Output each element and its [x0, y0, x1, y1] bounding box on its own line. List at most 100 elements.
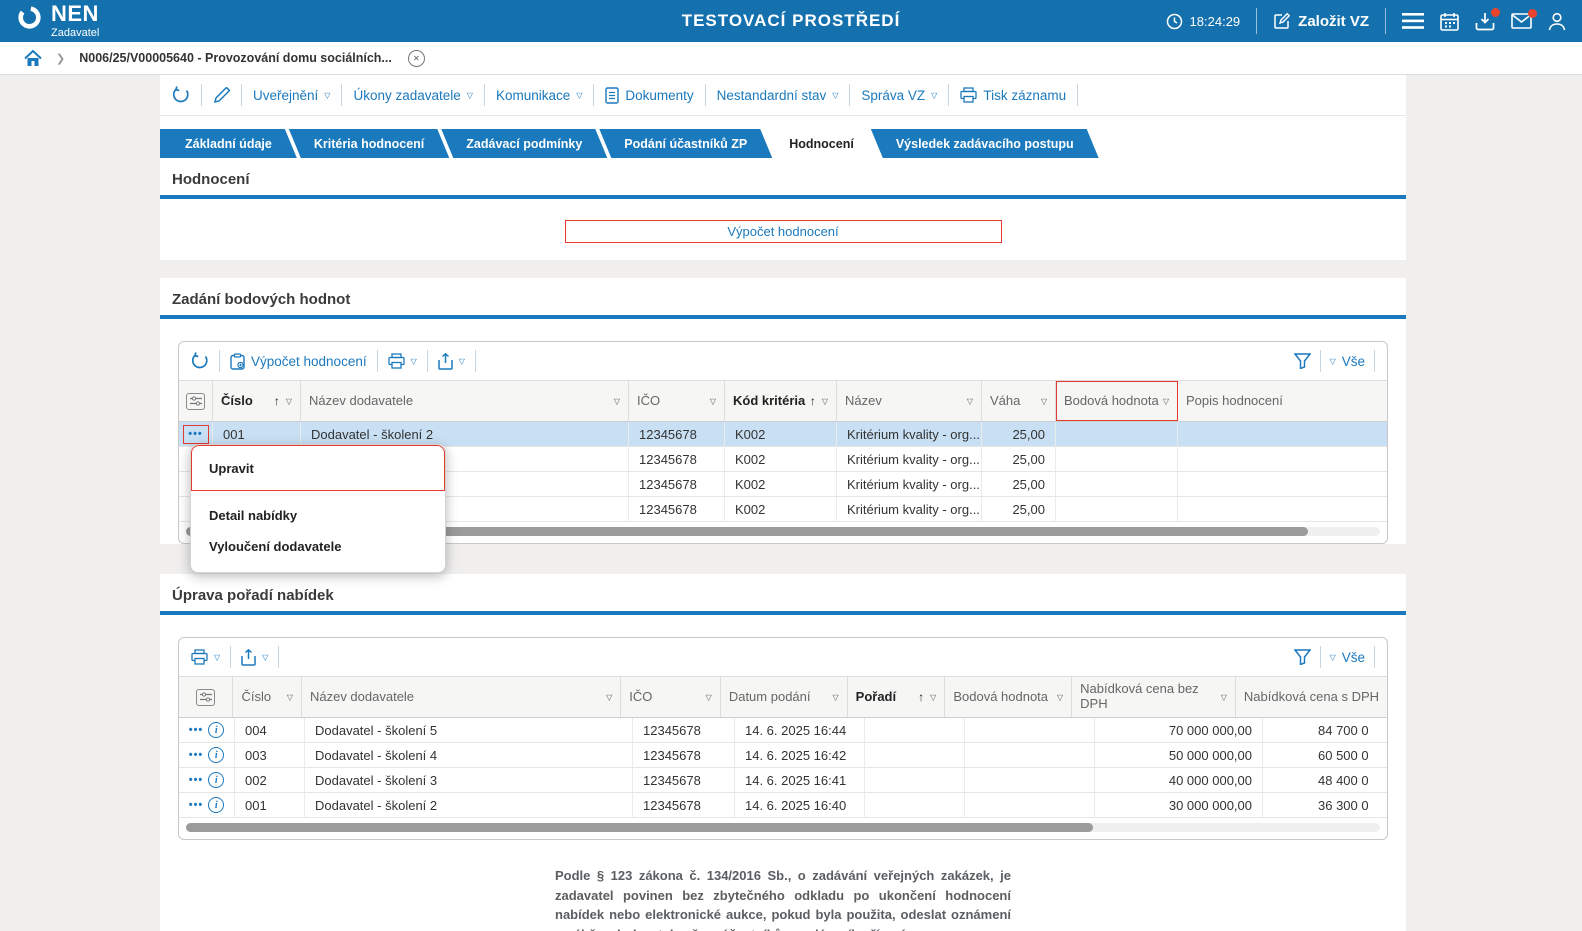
header-nazev[interactable]: Název▽: [837, 381, 982, 421]
toolbar-divider: [948, 84, 949, 106]
filter-icon[interactable]: [1294, 353, 1311, 369]
tab-zakladni-udaje[interactable]: Základní údaje: [160, 129, 297, 158]
section-gap: [160, 260, 1406, 278]
row-menu-icon[interactable]: •••: [189, 800, 204, 811]
header-ico[interactable]: IČO▽: [621, 677, 721, 717]
nen-logo-icon: [16, 4, 43, 31]
toolbar-divider: [1320, 646, 1321, 668]
menu-ukony-zadavatele[interactable]: Úkony zadavatele▽: [353, 88, 472, 103]
table-row[interactable]: •••i 003 Dodavatel - školení 4 12345678 …: [179, 743, 1387, 768]
export-table-button[interactable]: ▽: [438, 353, 465, 370]
chevron-down-icon: ▽: [287, 693, 293, 702]
header-cislo[interactable]: Číslo▽: [233, 677, 302, 717]
document-icon: [605, 87, 619, 104]
info-icon[interactable]: i: [208, 797, 224, 813]
header-nazev-dodavatele[interactable]: Název dodavatele▽: [301, 381, 629, 421]
section-title-zadani: Zadání bodových hodnot: [160, 278, 1406, 315]
scrollbar-thumb[interactable]: [186, 823, 1093, 832]
create-vz-button[interactable]: Založit VZ: [1273, 12, 1369, 30]
chevron-down-icon: ▽: [931, 91, 937, 100]
nen-logo[interactable]: NEN Zadavatel: [16, 4, 99, 39]
toolbar-divider: [278, 646, 279, 668]
print-table-button[interactable]: ▽: [388, 353, 417, 369]
menu-hamburger-icon[interactable]: [1402, 13, 1424, 29]
zadani-table-header: Číslo↑▽ Název dodavatele▽ IČO▽ Kód krité…: [179, 380, 1387, 422]
menu-sprava-vz[interactable]: Správa VZ▽: [861, 88, 937, 103]
header-kod-kriteria[interactable]: Kód kritéria↑▽: [725, 381, 837, 421]
toolbar-divider: [1374, 646, 1375, 668]
tab-podani-ucastniku[interactable]: Podání účastníků ZP: [599, 129, 772, 158]
header-cena-s-dph[interactable]: Nabídková cena s DPH: [1236, 677, 1387, 717]
panel-hodnoceni: Uveřejnění▽ Úkony zadavatele▽ Komunikace…: [160, 75, 1406, 260]
table-row[interactable]: •••i 004 Dodavatel - školení 5 12345678 …: [179, 718, 1387, 743]
home-icon[interactable]: [24, 50, 42, 67]
chevron-down-icon: ▽: [1330, 357, 1336, 366]
menu-nestandardni-stav[interactable]: Nestandardní stav▽: [717, 88, 839, 103]
context-menu-detail-nabidky[interactable]: Detail nabídky: [191, 500, 445, 531]
column-settings-button[interactable]: [179, 381, 213, 421]
row-menu-icon[interactable]: •••: [183, 425, 209, 444]
refresh-icon[interactable]: [191, 352, 209, 370]
header-cena-bez-dph[interactable]: Nabídková cena bez DPH▽: [1072, 677, 1236, 717]
view-filter-vse[interactable]: ▽Vše: [1330, 354, 1365, 369]
table-row[interactable]: •••i 002 Dodavatel - školení 3 12345678 …: [179, 768, 1387, 793]
history-back-icon[interactable]: [172, 86, 190, 104]
context-menu-upravit[interactable]: Upravit: [191, 445, 445, 491]
chevron-down-icon: ▽: [930, 693, 936, 702]
header-datum-podani[interactable]: Datum podání▽: [721, 677, 848, 717]
breadcrumb-item[interactable]: N006/25/V00005640 - Provozování domu soc…: [79, 51, 392, 65]
chevron-down-icon: ▽: [411, 357, 417, 366]
close-tab-icon[interactable]: ✕: [408, 50, 425, 67]
view-filter-vse[interactable]: ▽Vše: [1330, 650, 1365, 665]
menu-dokumenty[interactable]: Dokumenty: [605, 87, 693, 104]
print-table-button[interactable]: ▽: [191, 649, 220, 665]
horizontal-scrollbar[interactable]: [186, 823, 1380, 832]
row-menu-icon[interactable]: •••: [189, 775, 204, 786]
panel-uprava-poradi: Úprava pořadí nabídek ▽ ▽: [160, 574, 1406, 931]
downloads-icon[interactable]: [1475, 12, 1495, 31]
printer-icon: [960, 87, 977, 103]
toolbar-divider: [1077, 84, 1078, 106]
chevron-down-icon: ▽: [833, 693, 839, 702]
toolbar-divider: [475, 350, 476, 372]
sliders-icon: [186, 393, 205, 410]
menu-uverejneni[interactable]: Uveřejnění▽: [253, 88, 330, 103]
header-cislo[interactable]: Číslo↑▽: [213, 381, 301, 421]
menu-komunikace[interactable]: Komunikace▽: [496, 88, 582, 103]
vypocet-hodnoceni-link[interactable]: Výpočet hodnocení: [230, 353, 367, 370]
calendar-icon[interactable]: [1440, 12, 1459, 31]
edit-record-icon[interactable]: [213, 87, 230, 104]
header-nazev-dodavatele[interactable]: Název dodavatele▽: [302, 677, 621, 717]
header-divider: [1256, 8, 1257, 34]
export-table-button[interactable]: ▽: [241, 649, 268, 666]
info-icon[interactable]: i: [208, 772, 224, 788]
column-settings-button[interactable]: [179, 677, 233, 717]
header-vaha[interactable]: Váha▽: [982, 381, 1056, 421]
tab-zadavaci-podminky[interactable]: Zadávací podmínky: [441, 129, 607, 158]
info-icon[interactable]: i: [208, 722, 224, 738]
header-bodova-hodnota[interactable]: Bodová hodnota▽: [945, 677, 1072, 717]
row-menu-icon[interactable]: •••: [189, 725, 204, 736]
downloads-badge: [1491, 8, 1500, 17]
header-bodova-hodnota[interactable]: Bodová hodnota▽: [1056, 381, 1178, 421]
tab-kriteria-hodnoceni[interactable]: Kritéria hodnocení: [289, 129, 449, 158]
tab-vysledek[interactable]: Výsledek zadávacího postupu: [871, 129, 1099, 158]
info-icon[interactable]: i: [208, 747, 224, 763]
clock-icon: [1166, 13, 1183, 30]
vypocet-hodnoceni-button[interactable]: Výpočet hodnocení: [565, 220, 1002, 243]
tab-hodnoceni[interactable]: Hodnocení: [764, 129, 879, 158]
table-row[interactable]: •••i 001 Dodavatel - školení 2 12345678 …: [179, 793, 1387, 818]
header-poradi[interactable]: Pořadí↑▽: [848, 677, 946, 717]
header-popis-hodnoceni[interactable]: Popis hodnocení: [1178, 381, 1387, 421]
toolbar-divider: [849, 84, 850, 106]
mail-icon[interactable]: [1511, 13, 1532, 29]
header-ico[interactable]: IČO▽: [629, 381, 725, 421]
chevron-down-icon: ▽: [1163, 397, 1169, 406]
filter-icon[interactable]: [1294, 649, 1311, 665]
context-menu-vylouceni-dodavatele[interactable]: Vyloučení dodavatele: [191, 531, 445, 562]
header-divider: [1385, 8, 1386, 34]
chevron-down-icon: ▽: [606, 693, 612, 702]
row-menu-icon[interactable]: •••: [189, 750, 204, 761]
print-record-button[interactable]: Tisk záznamu: [960, 87, 1066, 103]
user-profile-icon[interactable]: [1548, 12, 1566, 31]
